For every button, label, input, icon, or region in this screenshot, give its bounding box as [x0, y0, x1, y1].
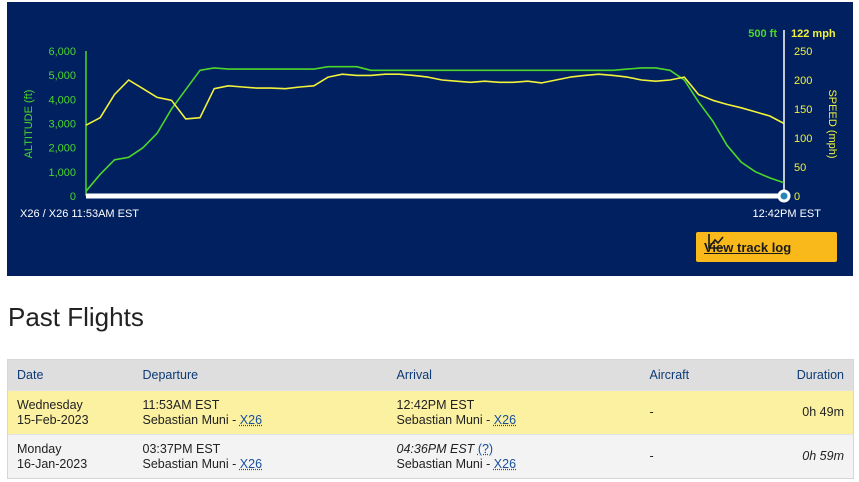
right-axis-title: SPEED (mph): [826, 89, 838, 158]
current-altitude-readout: 500 ft: [748, 28, 777, 40]
date-value: 15-Feb-2023: [17, 412, 89, 427]
table-header-row: Date Departure Arrival Aircraft Duration: [7, 359, 854, 391]
aircraft-cell: -: [640, 390, 764, 435]
left-tick-label: 4,000: [48, 94, 76, 106]
departure-cell: 11:53AM EST Sebastian Muni - X26: [133, 390, 388, 435]
left-tick-label: 2,000: [48, 143, 76, 155]
separator: -: [482, 456, 494, 471]
date-cell: Monday 16-Jan-2023: [7, 434, 134, 479]
altitude-series-line: [85, 65, 785, 192]
date-day: Wednesday: [17, 397, 83, 412]
aircraft-cell: -: [640, 434, 764, 479]
date-day: Monday: [17, 441, 62, 456]
table-row[interactable]: Monday 16-Jan-2023 03:37PM EST Sebastian M…: [7, 434, 854, 479]
arrival-airport: Sebastian Muni: [396, 412, 483, 427]
past-flights-table: Date Departure Arrival Aircraft Duration…: [7, 359, 854, 479]
left-tick-label: 0: [70, 191, 76, 203]
duration-cell: 0h 49m: [763, 390, 854, 435]
start-time-label: X26 / X26 11:53AM EST: [20, 208, 139, 220]
right-tick-label: 0: [794, 191, 800, 203]
departure-cell: 03:37PM EST Sebastian Muni - X26: [133, 434, 388, 479]
arrival-cell: 04:36PM EST (?) Sebastian Muni - X26: [387, 434, 641, 479]
departure-airport-link[interactable]: X26: [239, 456, 263, 471]
arrival-cell: 12:42PM EST Sebastian Muni - X26: [387, 390, 641, 435]
flight-profile-svg: 500 ft 122 mph ALTITUDE (ft) SPEED (mph)…: [20, 28, 838, 220]
table-row[interactable]: Wednesday 15-Feb-2023 11:53AM EST Sebastia…: [7, 390, 854, 435]
arrival-airport: Sebastian Muni: [396, 456, 483, 471]
separator: -: [228, 412, 240, 427]
duration-cell: 0h 59m: [763, 434, 854, 479]
left-tick-label: 5,000: [48, 70, 76, 82]
timeline-marker: [780, 192, 788, 200]
departure-airport-link[interactable]: X26: [239, 412, 263, 427]
departure-airport: Sebastian Muni: [142, 412, 229, 427]
page-title: Past Flights: [8, 302, 144, 332]
left-axis-title: ALTITUDE (ft): [23, 90, 35, 159]
right-tick-label: 100: [794, 133, 812, 145]
separator: -: [482, 412, 494, 427]
left-tick-label: 3,000: [48, 119, 76, 131]
estimated-time-help-link[interactable]: (?): [477, 441, 494, 456]
speed-series-line: [85, 73, 785, 126]
flight-profile-chart: 500 ft 122 mph ALTITUDE (ft) SPEED (mph)…: [7, 2, 853, 276]
departure-time: 11:53AM EST: [142, 397, 220, 412]
date-cell: Wednesday 15-Feb-2023: [7, 390, 134, 435]
departure-time: 03:37PM EST: [142, 441, 221, 456]
departure-airport: Sebastian Muni: [142, 456, 229, 471]
col-arrival-header[interactable]: Arrival: [387, 359, 641, 391]
col-duration-header[interactable]: Duration: [763, 359, 854, 391]
col-departure-header[interactable]: Departure: [133, 359, 388, 391]
arrival-time: 12:42PM EST: [396, 397, 475, 412]
separator: -: [228, 456, 240, 471]
right-tick-label: 250: [794, 46, 812, 58]
current-speed-readout: 122 mph: [791, 28, 836, 40]
right-tick-label: 50: [794, 162, 806, 174]
left-tick-label: 6,000: [48, 46, 76, 58]
right-tick-label: 150: [794, 104, 812, 116]
arrival-time: 04:36PM EST: [396, 441, 475, 456]
view-track-log-button[interactable]: View track log: [696, 232, 837, 262]
right-tick-label: 200: [794, 75, 812, 87]
left-tick-label: 1,000: [48, 167, 76, 179]
view-track-log-label: View track log: [704, 239, 792, 255]
col-date-header[interactable]: Date: [7, 359, 134, 391]
end-time-label: 12:42PM EST: [753, 208, 822, 220]
arrival-airport-link[interactable]: X26: [493, 456, 517, 471]
col-aircraft-header[interactable]: Aircraft: [640, 359, 764, 391]
arrival-airport-link[interactable]: X26: [493, 412, 517, 427]
date-value: 16-Jan-2023: [17, 456, 88, 471]
line-chart-icon: [708, 234, 724, 249]
